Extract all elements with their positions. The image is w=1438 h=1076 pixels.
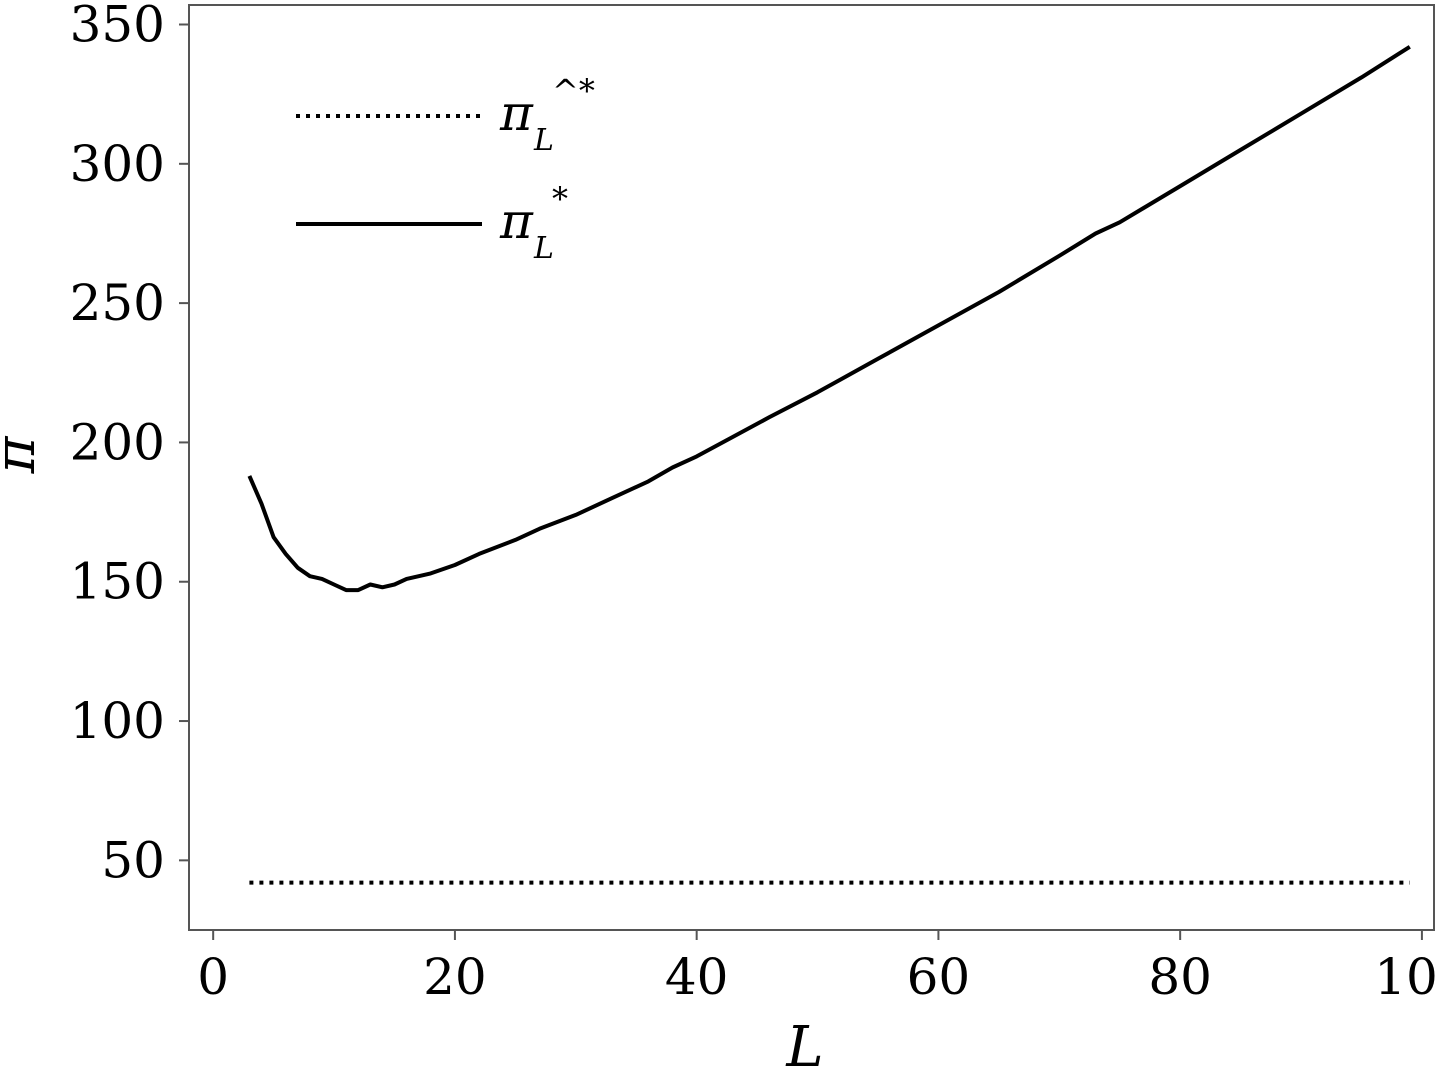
series-line-solid — [247, 45, 1411, 593]
y-tick-label: 250 — [70, 274, 165, 332]
series-lines — [247, 45, 1411, 885]
y-tick-label: 50 — [101, 831, 165, 889]
x-tick-label: 80 — [1148, 948, 1212, 1006]
x-tick-label: 100 — [1374, 948, 1438, 1006]
x-tick-label: 40 — [665, 948, 729, 1006]
y-tick-label: 300 — [70, 135, 165, 193]
y-tick-label: 100 — [70, 692, 165, 750]
legend-label: π — [499, 84, 534, 142]
legend-label: π — [499, 192, 534, 250]
y-axis-label: π — [0, 435, 48, 474]
x-axis-label: L — [785, 1015, 823, 1071]
legend: π L^*π L* — [296, 72, 595, 266]
x-tick-label: 60 — [907, 948, 971, 1006]
legend-label-superscript: ^* — [552, 72, 595, 110]
x-tick-label: 20 — [423, 948, 487, 1006]
plot-frame — [188, 4, 1435, 931]
y-tick-label: 200 — [70, 413, 165, 471]
legend-label-subscript: L — [533, 231, 554, 266]
y-tick-label: 150 — [70, 553, 165, 611]
axis-ticks: 0 20 40 60 80 100 50 100 150 200 250 300 350 — [70, 0, 1438, 1006]
x-tick-label: 0 — [197, 948, 229, 1006]
y-tick-label: 350 — [70, 0, 165, 54]
legend-label-subscript: L — [533, 123, 554, 158]
legend-label-superscript: * — [552, 180, 568, 218]
